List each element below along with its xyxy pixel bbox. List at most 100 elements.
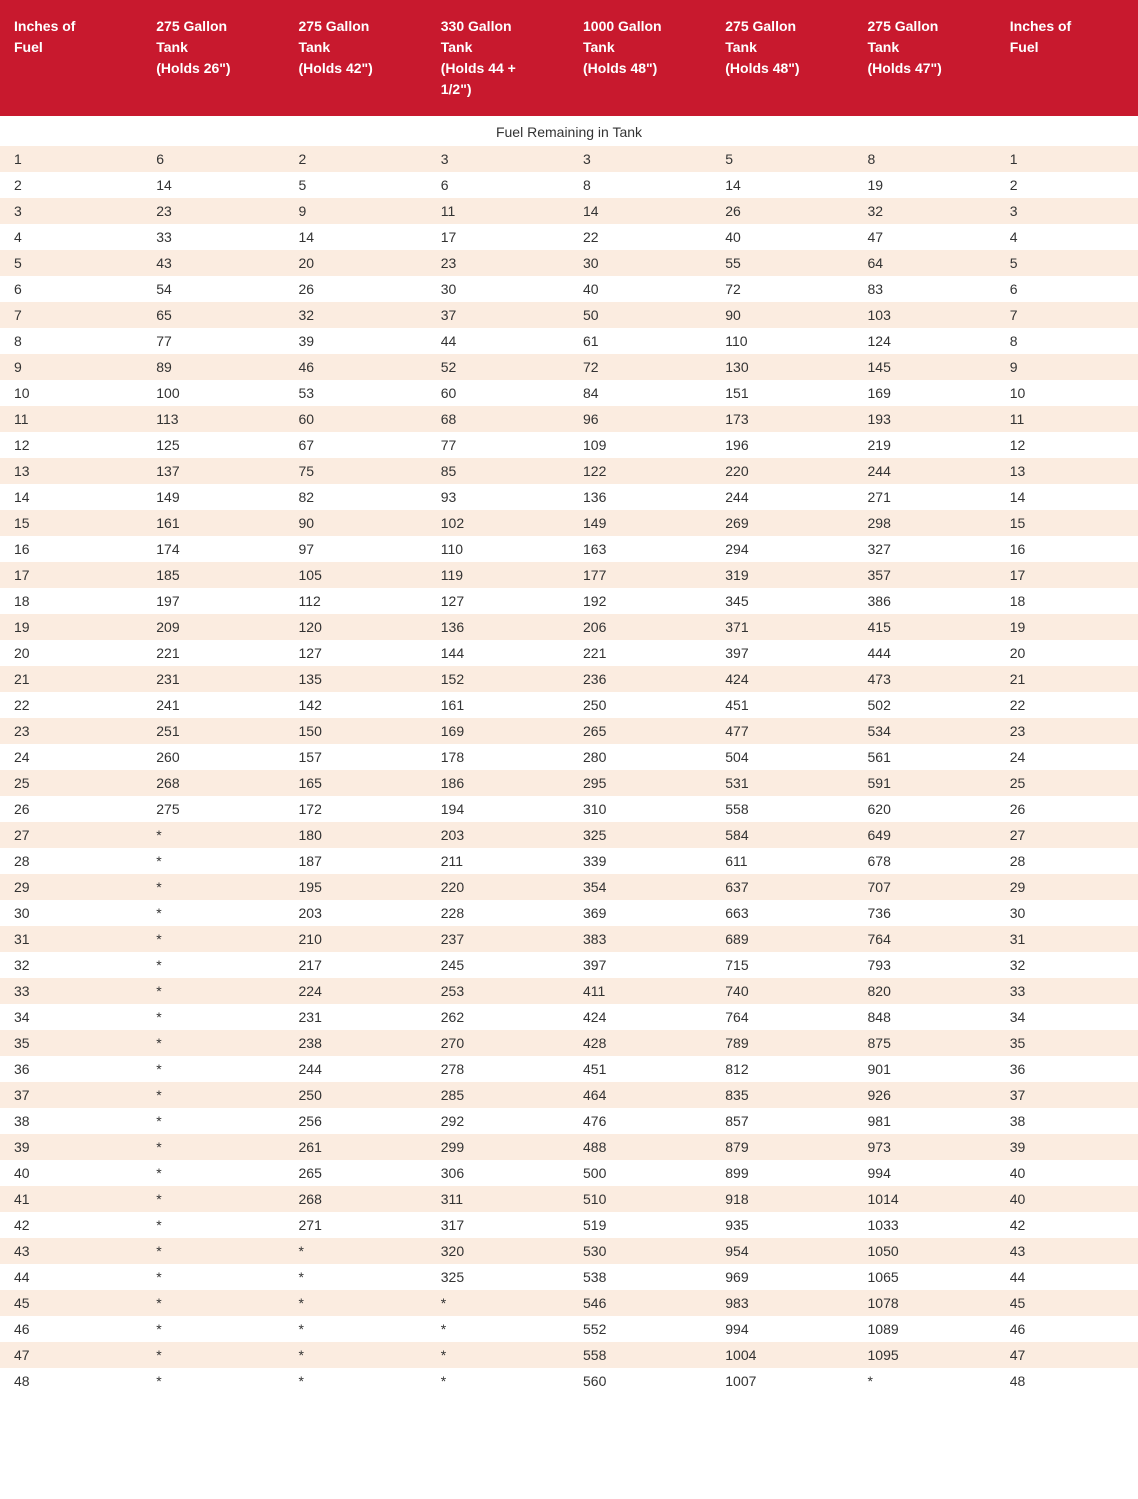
- table-cell: 820: [854, 978, 996, 1004]
- table-cell: 29: [0, 874, 142, 900]
- table-cell: 72: [569, 354, 711, 380]
- table-cell: 119: [427, 562, 569, 588]
- table-cell: 180: [285, 822, 427, 848]
- table-cell: 19: [854, 172, 996, 198]
- table-cell: 31: [0, 926, 142, 952]
- table-cell: 325: [569, 822, 711, 848]
- table-body: 1623358121456814192323911142632343314172…: [0, 146, 1138, 1394]
- table-row: 29*19522035463770729: [0, 874, 1138, 900]
- table-cell: 109: [569, 432, 711, 458]
- table-cell: 369: [569, 900, 711, 926]
- table-cell: 37: [996, 1082, 1138, 1108]
- table-row: 161749711016329432716: [0, 536, 1138, 562]
- table-row: 1920912013620637141519: [0, 614, 1138, 640]
- table-cell: 620: [854, 796, 996, 822]
- table-cell: 27: [0, 822, 142, 848]
- table-cell: 61: [569, 328, 711, 354]
- table-cell: 209: [142, 614, 284, 640]
- table-cell: 110: [427, 536, 569, 562]
- table-cell: 1065: [854, 1264, 996, 1290]
- table-cell: 127: [285, 640, 427, 666]
- table-cell: 983: [711, 1290, 853, 1316]
- table-cell: 1: [0, 146, 142, 172]
- table-cell: *: [142, 848, 284, 874]
- table-cell: 220: [427, 874, 569, 900]
- table-cell: 11: [996, 406, 1138, 432]
- table-cell: 210: [285, 926, 427, 952]
- table-cell: 306: [427, 1160, 569, 1186]
- table-cell: 1: [996, 146, 1138, 172]
- table-cell: 64: [854, 250, 996, 276]
- table-cell: 16: [0, 536, 142, 562]
- table-cell: 253: [427, 978, 569, 1004]
- table-cell: 169: [427, 718, 569, 744]
- table-cell: 1050: [854, 1238, 996, 1264]
- table-cell: 14: [142, 172, 284, 198]
- table-cell: 8: [854, 146, 996, 172]
- table-cell: 611: [711, 848, 853, 874]
- table-cell: *: [142, 952, 284, 978]
- table-cell: 5: [996, 250, 1138, 276]
- column-header: 1000 GallonTank(Holds 48"): [569, 0, 711, 116]
- table-row: 3239111426323: [0, 198, 1138, 224]
- table-cell: 386: [854, 588, 996, 614]
- table-row: 45***546983107845: [0, 1290, 1138, 1316]
- table-cell: 411: [569, 978, 711, 1004]
- table-cell: 44: [427, 328, 569, 354]
- table-cell: 327: [854, 536, 996, 562]
- table-cell: 23: [996, 718, 1138, 744]
- table-cell: 5: [285, 172, 427, 198]
- table-cell: 9: [996, 354, 1138, 380]
- table-cell: 28: [996, 848, 1138, 874]
- table-cell: 47: [854, 224, 996, 250]
- table-cell: 11: [0, 406, 142, 432]
- table-cell: 4: [0, 224, 142, 250]
- table-cell: 83: [854, 276, 996, 302]
- table-cell: 237: [427, 926, 569, 952]
- table-cell: 250: [569, 692, 711, 718]
- table-cell: 113: [142, 406, 284, 432]
- table-cell: 27: [996, 822, 1138, 848]
- table-cell: 488: [569, 1134, 711, 1160]
- table-cell: 90: [711, 302, 853, 328]
- table-row: 9894652721301459: [0, 354, 1138, 380]
- table-cell: 244: [285, 1056, 427, 1082]
- table-cell: 46: [0, 1316, 142, 1342]
- table-cell: *: [427, 1368, 569, 1394]
- column-header: Inches ofFuel: [996, 0, 1138, 116]
- table-cell: 67: [285, 432, 427, 458]
- table-cell: *: [142, 926, 284, 952]
- table-row: 46***552994108946: [0, 1316, 1138, 1342]
- table-cell: 137: [142, 458, 284, 484]
- column-header: Inches ofFuel: [0, 0, 142, 116]
- table-cell: 151: [711, 380, 853, 406]
- table-cell: *: [427, 1342, 569, 1368]
- table-cell: *: [142, 1108, 284, 1134]
- table-cell: 157: [285, 744, 427, 770]
- table-cell: 875: [854, 1030, 996, 1056]
- table-cell: 220: [711, 458, 853, 484]
- table-cell: 2: [285, 146, 427, 172]
- table-cell: 2: [0, 172, 142, 198]
- table-row: 41*268311510918101440: [0, 1186, 1138, 1212]
- table-cell: 20: [0, 640, 142, 666]
- table-row: 1111360689617319311: [0, 406, 1138, 432]
- table-cell: 954: [711, 1238, 853, 1264]
- table-cell: 18: [996, 588, 1138, 614]
- table-cell: 397: [711, 640, 853, 666]
- table-row: 28*18721133961167828: [0, 848, 1138, 874]
- table-cell: 538: [569, 1264, 711, 1290]
- table-cell: 10: [996, 380, 1138, 406]
- table-cell: 3: [0, 198, 142, 224]
- table-cell: 250: [285, 1082, 427, 1108]
- table-cell: *: [142, 1368, 284, 1394]
- table-cell: 6: [996, 276, 1138, 302]
- table-cell: *: [142, 978, 284, 1004]
- table-cell: 161: [142, 510, 284, 536]
- table-cell: 926: [854, 1082, 996, 1108]
- table-cell: 145: [854, 354, 996, 380]
- table-cell: 8: [996, 328, 1138, 354]
- table-cell: 311: [427, 1186, 569, 1212]
- table-cell: 174: [142, 536, 284, 562]
- table-cell: 6: [142, 146, 284, 172]
